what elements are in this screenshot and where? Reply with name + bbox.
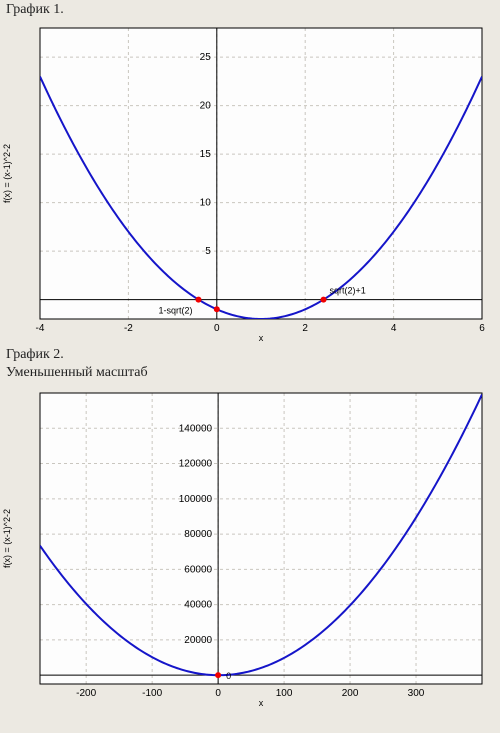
chart2-container: 0 -200 -100 0 100 200 300 20000 40000 60000 80000 1… xyxy=(0,385,500,710)
chart2-ytick-label: 120000 xyxy=(179,459,213,470)
chart2-subcaption: Уменьшенный масштаб xyxy=(0,365,500,385)
chart2-xtick-label: 200 xyxy=(342,688,359,699)
chart1-xtick-label: 6 xyxy=(479,323,485,334)
page-root: График 1. 1-sqrt(2)sqrt(2)+1-4-202465101… xyxy=(0,0,500,733)
chart2-point-label-0: 0 xyxy=(226,671,231,681)
chart2-xtick-label: -100 xyxy=(142,688,162,699)
chart2-ytick-label: 60000 xyxy=(184,564,212,575)
chart1-svg: 1-sqrt(2) sqrt(2)+1 -4 -2 0 2 4 6 5 10 15 20 25 x f(x)… xyxy=(0,20,490,345)
chart1-point-label-0: 1-sqrt(2) xyxy=(158,306,192,316)
chart1-ytick-label: 5 xyxy=(205,246,211,257)
chart1-xtick-label: -2 xyxy=(124,323,133,334)
chart1-caption: График 1. xyxy=(0,0,500,20)
chart2-xtick-label: 0 xyxy=(215,688,221,699)
chart1-ytick-label: 20 xyxy=(200,101,212,112)
chart2-xtick-label: 300 xyxy=(408,688,425,699)
chart2-ytick-label: 140000 xyxy=(179,423,213,434)
chart2-xtick-label: 100 xyxy=(276,688,293,699)
chart1-ytick-label: 15 xyxy=(200,149,212,160)
chart2-caption: График 2. xyxy=(0,345,500,365)
chart2-xlabel: x xyxy=(259,698,264,708)
chart2-ylabel: f(x) = (x-1)^2-2 xyxy=(2,509,12,568)
chart1-ylabel: f(x) = (x-1)^2-2 xyxy=(2,144,12,203)
chart1-xtick-label: 4 xyxy=(391,323,397,334)
chart2-point-0 xyxy=(215,672,221,678)
chart1-ytick-label: 10 xyxy=(200,198,212,209)
chart1-xtick-label: -4 xyxy=(36,323,45,334)
chart2-xtick-label: -200 xyxy=(76,688,96,699)
chart1-point-2 xyxy=(214,306,220,312)
chart2-ytick-label: 40000 xyxy=(184,600,212,611)
chart1-ytick-label: 25 xyxy=(200,52,212,63)
chart2-ytick-label: 80000 xyxy=(184,529,212,540)
chart1-xtick-label: 0 xyxy=(214,323,220,334)
chart2-ytick-label: 100000 xyxy=(179,494,213,505)
chart1-panel xyxy=(40,28,482,319)
chart1-xlabel: x xyxy=(259,333,264,343)
chart1-point-1 xyxy=(321,297,327,303)
chart1-xtick-label: 2 xyxy=(302,323,308,334)
chart1-point-0 xyxy=(195,297,201,303)
chart1-point-label-1: sqrt(2)+1 xyxy=(330,286,366,296)
chart1-container: 1-sqrt(2) sqrt(2)+1 -4 -2 0 2 4 6 5 10 15 20 25 x f(x)… xyxy=(0,20,500,345)
chart2-ytick-label: 20000 xyxy=(184,635,212,646)
chart2-svg: 0 -200 -100 0 100 200 300 20000 40000 60000 80000 1… xyxy=(0,385,490,710)
